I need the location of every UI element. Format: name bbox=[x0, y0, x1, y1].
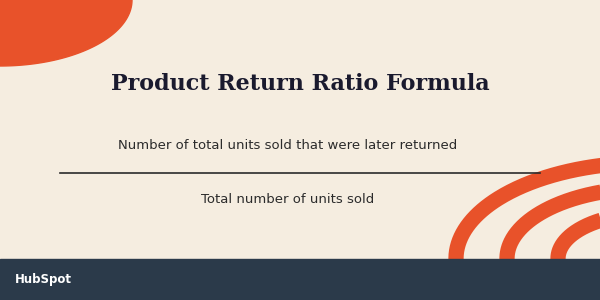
Text: Product Return Ratio Formula: Product Return Ratio Formula bbox=[110, 73, 490, 95]
Text: Number of total units sold that were later returned: Number of total units sold that were lat… bbox=[118, 139, 458, 152]
Text: HubSpot: HubSpot bbox=[15, 273, 72, 286]
Polygon shape bbox=[0, 0, 132, 66]
Bar bbox=[0, 259, 600, 300]
Text: Total number of units sold: Total number of units sold bbox=[202, 193, 374, 206]
